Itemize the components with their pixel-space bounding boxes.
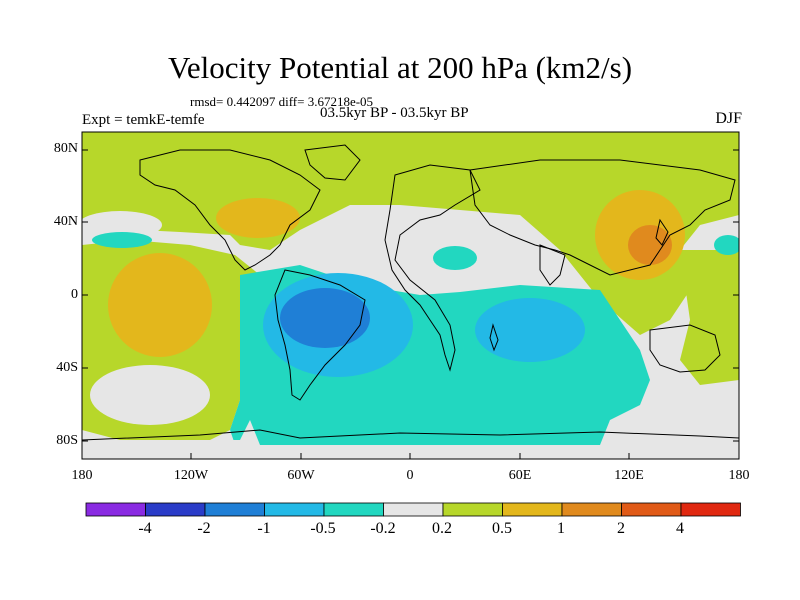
colorbar-swatch	[561, 502, 622, 517]
colorbar-swatch	[680, 502, 741, 517]
experiment-label: Expt = temkE-temfe	[82, 112, 205, 128]
colorbar-swatch	[145, 502, 206, 517]
field-north-positive	[82, 132, 739, 335]
ylabel-40s: 40S	[56, 360, 78, 375]
colorbar-label: -1	[257, 520, 271, 537]
stats-label: rmsd= 0.442097 diff= 3.67218e-05	[190, 94, 374, 109]
coast-north-america	[139, 149, 321, 271]
field-pac-neutral-hole-2	[90, 365, 210, 425]
colorbar-swatch	[204, 502, 265, 517]
coast-europe-africa	[384, 164, 481, 372]
field-antarctic-neutral	[82, 420, 739, 459]
coast-madagascar	[489, 323, 499, 352]
colorbar-swatch	[264, 502, 325, 517]
coastlines	[82, 144, 739, 441]
colorbar-label: -4	[138, 520, 152, 537]
coast-south-america	[274, 269, 366, 401]
xlabel-0: 0	[406, 468, 414, 483]
field-na-orange	[216, 198, 300, 238]
xlabel-120w: 120W	[173, 468, 209, 483]
field-pac-neutral-hole	[82, 211, 162, 239]
period-label: 03.5kyr BP - 03.5kyr BP	[320, 105, 469, 121]
colorbar-swatch	[383, 502, 444, 517]
colorbar-label: 1	[557, 520, 565, 537]
field-west-pacific-positive	[680, 250, 739, 385]
colorbar-swatch	[85, 502, 146, 517]
map-title: Velocity Potential at 200 hPa (km2/s)	[167, 50, 633, 85]
colorbar-label: 0.5	[492, 520, 512, 537]
coast-greenland	[304, 144, 361, 181]
colorbar-label: -0.5	[310, 520, 336, 537]
coast-antarctica	[82, 429, 739, 441]
colorbar-swatch	[621, 502, 682, 517]
coast-asia	[469, 159, 736, 276]
season-label: DJF	[715, 110, 742, 127]
ylabel-40n: 40N	[53, 214, 78, 229]
ylabel-80s: 80S	[56, 433, 78, 448]
field-asia-max	[628, 225, 672, 265]
xlabel-180e: 180	[728, 468, 750, 483]
xlabel-60e: 60E	[508, 468, 532, 483]
field-indian-mid-negative	[475, 298, 585, 362]
ylabel-80n: 80N	[53, 141, 78, 156]
xlabel-60w: 60W	[287, 468, 315, 483]
colorbar-swatch	[323, 502, 384, 517]
coast-india	[539, 244, 566, 286]
x-axis-ticks	[81, 453, 740, 459]
field-sa-strong-negative	[280, 288, 370, 348]
coast-japan	[655, 218, 669, 246]
y-axis-ticks	[82, 149, 739, 442]
colorbar-label: 0.2	[432, 520, 452, 537]
colorbar-swatch	[502, 502, 563, 517]
colorbar	[85, 502, 741, 517]
colorbar-label: 4	[676, 520, 684, 537]
field-teal-patch-africa	[433, 246, 477, 270]
colorbar-label: 2	[617, 520, 625, 537]
map-field	[82, 132, 739, 459]
colorbar-label: -2	[197, 520, 211, 537]
coast-australia	[649, 324, 721, 373]
colorbar-swatch	[442, 502, 503, 517]
xlabel-180w: 180	[71, 468, 93, 483]
colorbar-label: -0.2	[370, 520, 396, 537]
field-teal-patch-east	[714, 235, 739, 255]
field-teal-patch-pacific	[92, 232, 152, 248]
field-pac-orange	[108, 253, 212, 357]
xlabel-120e: 120E	[614, 468, 644, 483]
ylabel-0: 0	[71, 287, 78, 302]
